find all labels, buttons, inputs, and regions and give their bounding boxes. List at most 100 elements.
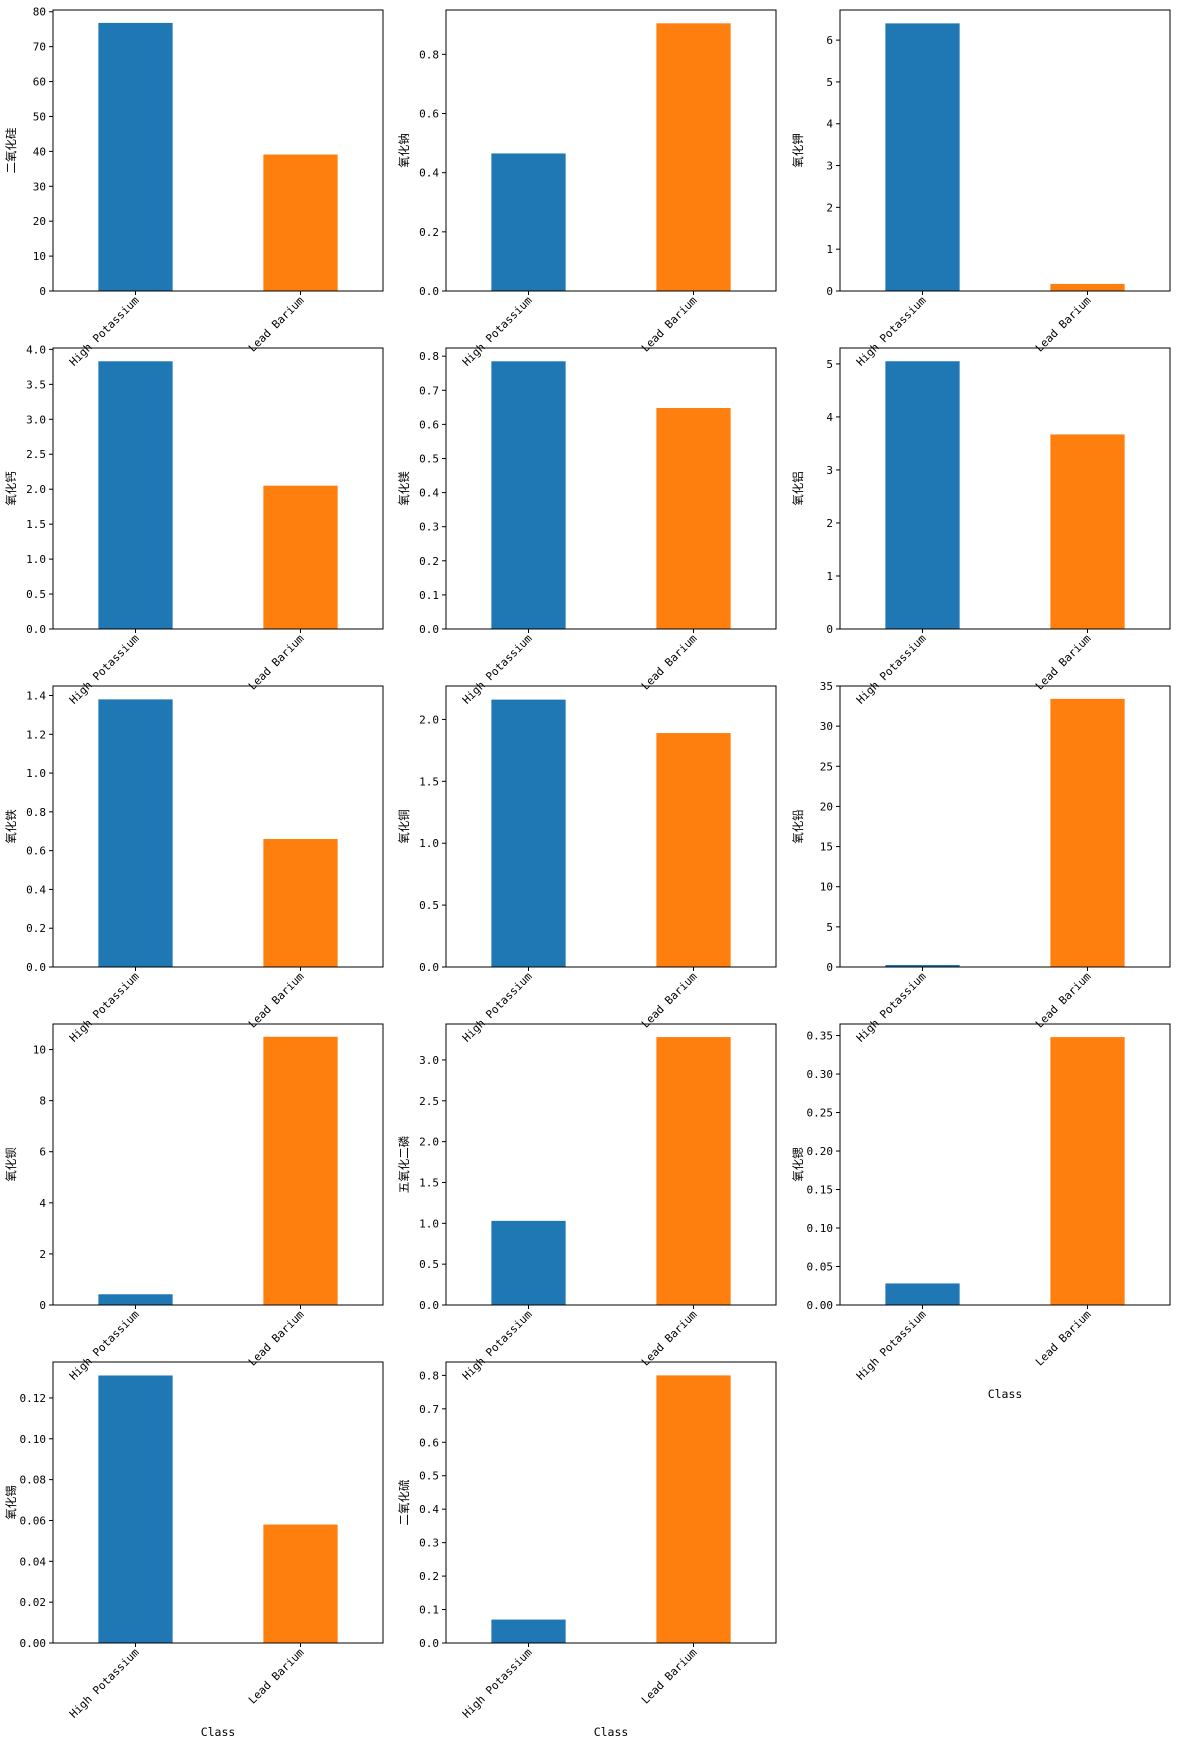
y-tick-label: 20 [820, 800, 833, 813]
y-tick-label: 5 [826, 358, 833, 371]
x-axis-label: Class [201, 1725, 236, 1737]
y-tick-label: 0.15 [807, 1184, 834, 1197]
y-tick-label: 2.5 [419, 1095, 439, 1108]
y-tick-label: 1 [826, 570, 833, 583]
y-tick-label: 1.2 [26, 728, 46, 741]
y-tick-label: 15 [820, 841, 833, 854]
y-tick-label: 0.3 [419, 521, 439, 534]
subplot-2: 0.0 0.2 0.4 0.6 0.8 High Potassium Lead Barium… [397, 9, 777, 369]
bar-lead-barium [263, 485, 338, 629]
y-tick-label: 0.2 [419, 226, 439, 239]
axes-frame [445, 9, 777, 292]
bar-high-potassium [885, 964, 960, 967]
axes-frame [52, 1023, 384, 1306]
x-tick-label: Lead Barium [246, 294, 307, 355]
y-tick-label: 4 [39, 1197, 46, 1210]
bar-high-potassium [98, 1375, 173, 1643]
bar-lead-barium [656, 1375, 731, 1643]
y-tick-label: 0.0 [419, 1637, 439, 1650]
y-axis-label: 氧化镁 [397, 471, 411, 506]
y-tick-label: 0 [826, 961, 833, 974]
y-tick-label: 0.10 [20, 1433, 47, 1446]
y-tick-label: 1.0 [26, 767, 46, 780]
y-axis-label: 氧化铅 [791, 809, 805, 844]
subplot-10: 0 2 4 6 8 10 High Potassium Lead Barium 氧化钡 [4, 1023, 384, 1383]
y-tick-label: 0.4 [419, 167, 439, 180]
x-tick-label: Lead Barium [246, 1646, 307, 1707]
y-tick-label: 0.8 [419, 350, 439, 363]
y-axis-label: 氧化钙 [4, 471, 18, 506]
bar-high-potassium [885, 23, 960, 291]
y-axis-label: 氧化铜 [397, 809, 411, 844]
x-tick-label: Lead Barium [1033, 294, 1094, 355]
y-tick-label: 0.00 [20, 1637, 47, 1650]
bar-high-potassium [98, 22, 173, 291]
x-tick-label: Lead Barium [1033, 1308, 1094, 1369]
bar-lead-barium [656, 1037, 731, 1305]
subplot-13: 0.00 0.02 0.04 0.06 0.08 0.10 0.12 High Potassi… [4, 1361, 384, 1737]
y-tick-label: 0.8 [26, 806, 46, 819]
y-tick-label: 5 [826, 921, 833, 934]
y-tick-label: 4 [826, 411, 833, 424]
subplot-1: 0 10 20 30 40 50 60 70 80 High Potassium Lead Bari… [4, 6, 384, 369]
y-tick-label: 2.5 [26, 448, 46, 461]
x-tick-label: Lead Barium [246, 970, 307, 1031]
y-axis-label: 氧化钾 [791, 133, 805, 168]
axes-frame [839, 347, 1171, 630]
y-tick-label: 20 [33, 215, 46, 228]
y-tick-label: 0.2 [419, 1570, 439, 1583]
x-tick-label: High Potassium [854, 970, 929, 1045]
axes-frame [839, 1023, 1171, 1306]
y-tick-label: 0.4 [419, 1503, 439, 1516]
subplot-12: 0.00 0.05 0.10 0.15 0.20 0.25 0.30 0.35 High Pot… [791, 1023, 1171, 1401]
y-tick-label: 60 [33, 76, 46, 89]
x-tick-label: High Potassium [67, 970, 142, 1045]
x-tick-label: Lead Barium [246, 632, 307, 693]
y-tick-label: 0.08 [20, 1474, 47, 1487]
y-tick-label: 1.5 [419, 1176, 439, 1189]
axes-frame [445, 1023, 777, 1306]
subplot-3: 0 1 2 3 4 5 6 High Potassium Lead Barium 氧化钾 [791, 9, 1171, 369]
x-tick-label: Lead Barium [1033, 632, 1094, 693]
y-tick-label: 2.0 [419, 1136, 439, 1149]
y-tick-label: 0 [826, 285, 833, 298]
y-tick-label: 0.06 [20, 1514, 47, 1527]
y-tick-label: 1.5 [419, 775, 439, 788]
y-tick-label: 1.4 [26, 690, 46, 703]
y-tick-label: 0.4 [26, 883, 46, 896]
x-tick-label: Lead Barium [639, 632, 700, 693]
bar-lead-barium [263, 839, 338, 967]
y-axis-label: 氧化锶 [791, 1147, 805, 1182]
x-tick-label: High Potassium [854, 294, 929, 369]
bar-lead-barium [656, 733, 731, 967]
y-tick-label: 0.0 [419, 285, 439, 298]
y-tick-label: 0.6 [419, 1436, 439, 1449]
x-tick-label: High Potassium [67, 1646, 142, 1721]
y-tick-label: 0.04 [20, 1555, 47, 1568]
y-tick-label: 1.0 [419, 1217, 439, 1230]
bar-lead-barium [263, 154, 338, 291]
x-tick-label: High Potassium [460, 1646, 535, 1721]
x-tick-label: Lead Barium [1033, 970, 1094, 1031]
x-tick-label: High Potassium [67, 294, 142, 369]
y-tick-label: 0.02 [20, 1596, 47, 1609]
axes-frame [52, 9, 384, 292]
bar-high-potassium [491, 361, 566, 629]
x-tick-label: Lead Barium [639, 1646, 700, 1707]
y-tick-label: 3 [826, 464, 833, 477]
y-tick-label: 0.5 [419, 1470, 439, 1483]
axes-frame [52, 347, 384, 630]
y-tick-label: 30 [33, 180, 46, 193]
y-axis-label: 二氧化硅 [4, 127, 18, 173]
axes-frame [52, 1361, 384, 1644]
axes-frame [52, 685, 384, 968]
y-tick-label: 0.5 [419, 1258, 439, 1271]
x-axis-label: Class [594, 1725, 629, 1737]
y-tick-label: 6 [39, 1146, 46, 1159]
bar-lead-barium [1050, 698, 1125, 967]
y-tick-label: 0.5 [419, 899, 439, 912]
y-tick-label: 4 [826, 118, 833, 131]
y-tick-label: 0.20 [807, 1145, 834, 1158]
y-tick-label: 0.3 [419, 1537, 439, 1550]
bar-high-potassium [98, 1294, 173, 1305]
